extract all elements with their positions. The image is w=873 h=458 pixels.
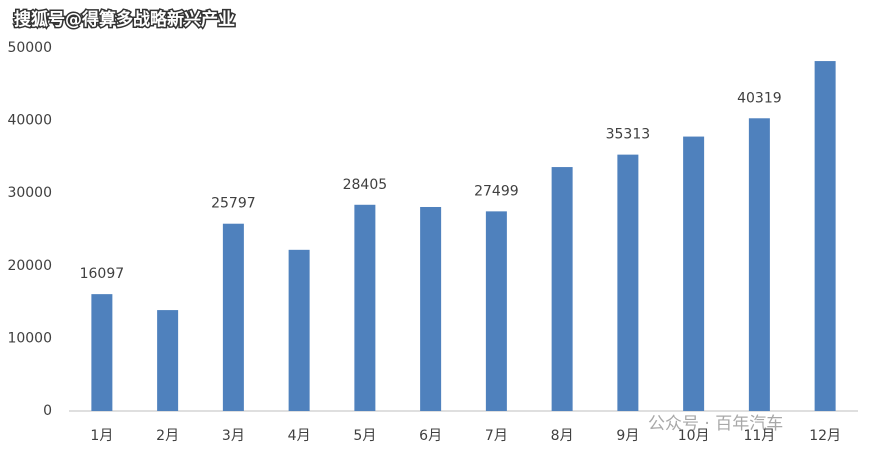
bar	[288, 249, 310, 411]
bar	[354, 204, 376, 411]
value-label: 25797	[211, 196, 256, 212]
bar	[420, 206, 442, 411]
y-tick-label: 50000	[7, 40, 52, 56]
y-tick-label: 30000	[7, 185, 52, 201]
x-tick-label: 10月	[678, 428, 710, 444]
value-label: 28405	[343, 177, 388, 193]
watermark: 公众号 · 百年汽车	[648, 414, 783, 434]
x-tick-label: 4月	[288, 428, 311, 444]
x-tick-label: 5月	[353, 428, 376, 444]
x-tick-label: 6月	[419, 428, 442, 444]
value-label: 16097	[80, 266, 125, 282]
x-tick-label: 3月	[222, 428, 245, 444]
value-label: 35313	[606, 127, 651, 143]
x-tick-label: 1月	[90, 428, 113, 444]
value-label: 27499	[474, 183, 519, 199]
y-tick-label: 20000	[7, 258, 52, 274]
bar	[222, 223, 244, 411]
x-tick-label: 8月	[551, 428, 574, 444]
x-tick-label: 11月	[743, 428, 775, 444]
bar	[683, 136, 705, 411]
bar	[91, 294, 113, 411]
x-tick-label: 9月	[616, 428, 639, 444]
bar	[551, 167, 573, 411]
x-tick-label: 2月	[156, 428, 179, 444]
y-tick-label: 0	[43, 403, 52, 419]
value-label: 40319	[737, 90, 782, 106]
bar	[617, 154, 639, 411]
y-tick-label: 10000	[7, 330, 52, 346]
x-tick-label: 7月	[485, 428, 508, 444]
x-tick-label: 12月	[809, 428, 841, 444]
bar	[748, 118, 770, 411]
watermark: 搜狐号@得算多战略新兴产业	[14, 9, 235, 30]
bar	[814, 61, 836, 412]
y-tick-label: 40000	[7, 113, 52, 129]
bar	[157, 310, 179, 411]
bar	[485, 211, 507, 411]
